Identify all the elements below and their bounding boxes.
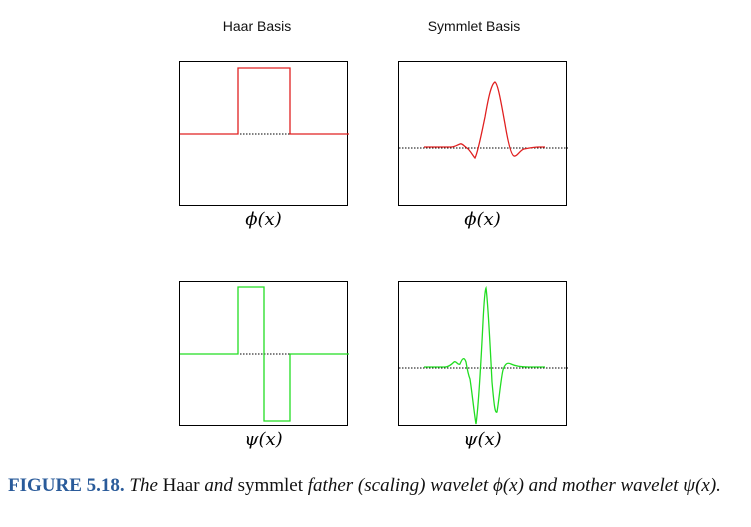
symmlet-basis-title: Symmlet Basis — [427, 18, 521, 34]
haar-basis-title: Haar Basis — [222, 18, 292, 34]
symmlet-psi-label: ψ(x) — [463, 429, 502, 450]
symmlet-psi-plot — [398, 281, 568, 426]
caption-text-5: father (scaling) wavelet ϕ(x) and mother — [307, 475, 616, 496]
caption-text-1: The — [129, 475, 158, 496]
figure-number: FIGURE 5.18. — [8, 475, 125, 496]
symmlet-psi-curve — [424, 285, 545, 425]
haar-phi-curve — [180, 67, 349, 135]
caption-text-6: wavelet ψ(x). — [620, 475, 721, 496]
symmlet-phi-plot — [398, 61, 568, 206]
symmlet-phi-curve — [424, 81, 545, 160]
haar-psi-curve — [180, 286, 349, 422]
haar-psi-label: ψ(x) — [244, 429, 283, 450]
caption-text-3: and — [204, 475, 233, 496]
haar-psi-plot — [179, 281, 349, 426]
caption-text-4: symmlet — [237, 475, 304, 496]
symmlet-phi-label: ϕ(x) — [464, 209, 501, 230]
caption-text-2: Haar — [162, 475, 200, 496]
haar-phi-plot — [179, 61, 349, 206]
haar-phi-label: ϕ(x) — [245, 209, 282, 230]
figure-caption: FIGURE 5.18. The Haar and symmlet father… — [8, 473, 748, 498]
